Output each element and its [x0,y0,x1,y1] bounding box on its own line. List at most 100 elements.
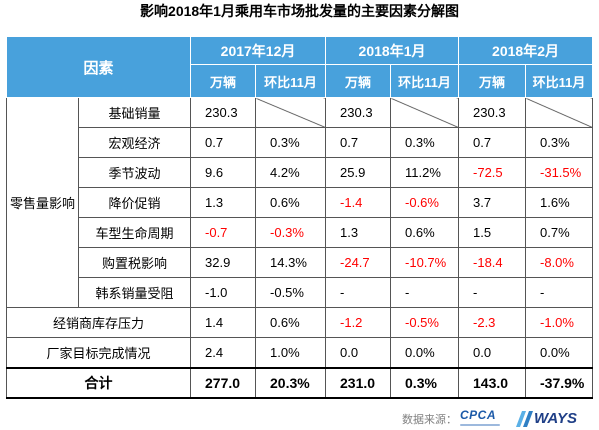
mom-change-cell: - [525,277,594,308]
mom-change-cell: 0.0% [525,337,594,368]
mom-change-cell: 0.3% [390,127,460,158]
volume-cell: 3.7 [458,187,527,218]
volume-cell: - [325,277,392,308]
volume-cell: 231.0 [325,366,392,399]
mom-change-cell: 0.3% [390,366,460,399]
factor-table: 因素 2017年12月 2018年1月 2018年2月 万辆 环比11月 万辆 … [5,36,594,399]
mom-change-cell: - [390,277,460,308]
mom-change-cell: 0.3% [525,127,594,158]
volume-cell: 1.3 [190,187,257,218]
mom-change-cell: -0.5% [255,277,327,308]
factor-cell: 厂家目标完成情况 [5,337,192,368]
table-body: 零售量影响 基础销量 230.3 230.3 230.3 宏观经济 0.7 0.3% 0.7 0.… [5,97,594,399]
mom-change-cell: 14.3% [255,247,327,278]
table-row: 购置税影响 32.9 14.3% -24.7 -10.7% -18.4 -8.0% [7,247,594,278]
ways-logo-text: WAYS [534,410,578,427]
header-row-periods: 因素 2017年12月 2018年1月 2018年2月 [5,36,594,98]
table-row: 韩系销量受阻 -1.0 -0.5% - - - - [7,277,594,308]
subheader-mom-change: 环比11月 [255,64,327,98]
factor-cell: 季节波动 [77,157,192,188]
volume-cell: 230.3 [458,97,527,128]
period-header: 2018年1月 [325,36,460,65]
factor-cell: 购置税影响 [77,247,192,278]
subheader-mom-change: 环比11月 [525,64,594,98]
volume-cell: 1.5 [458,217,527,248]
subheader-mom-change: 环比11月 [390,64,460,98]
footer: 数据来源： CPCA WAYS [0,406,599,430]
mom-change-cell: -0.5% [390,307,460,338]
volume-cell: 9.6 [190,157,257,188]
table-row: 零售量影响 基础销量 230.3 230.3 230.3 [6,97,594,308]
total-label: 合计 [5,366,192,399]
empty-cell [255,97,327,128]
mom-change-cell: -1.0% [525,307,594,338]
mom-change-cell: 1.6% [525,187,594,218]
volume-cell: 277.0 [190,366,257,399]
volume-cell: -18.4 [458,247,527,278]
factor-cell: 降价促销 [77,187,192,218]
mom-change-cell: -31.5% [525,157,594,188]
factor-cell: 车型生命周期 [77,217,192,248]
subheader-volume: 万辆 [458,64,527,98]
volume-cell: 1.4 [190,307,257,338]
subheader-volume: 万辆 [325,64,392,98]
cpca-logo: CPCA [460,408,500,428]
mom-change-cell: -0.3% [255,217,327,248]
volume-cell: -1.4 [325,187,392,218]
data-source-label: 数据来源： [402,414,457,426]
table-row: 季节波动 9.6 4.2% 25.9 11.2% -72.5 -31.5% [7,157,594,188]
volume-cell: 0.7 [325,127,392,158]
volume-cell: 230.3 [190,97,257,128]
empty-cell [390,97,460,128]
empty-cell [525,97,594,128]
mom-change-cell: 0.7% [525,217,594,248]
ways-logo: WAYS [516,410,577,428]
total-row: 合计 277.0 20.3% 231.0 0.3% 143.0 -37.9% [5,366,594,399]
mom-change-cell: 0.0% [390,337,460,368]
table-row: 厂家目标完成情况 2.4 1.0% 0.0 0.0% 0.0 0.0% [5,337,594,368]
volume-cell: - [458,277,527,308]
volume-cell: 25.9 [325,157,392,188]
header-row-columns: 万辆 环比11月 万辆 环比11月 万辆 环比11月 [7,64,594,98]
period-header: 2018年2月 [458,36,594,65]
cpca-logo-underline [460,424,500,426]
volume-cell: -2.3 [458,307,527,338]
volume-cell: 2.4 [190,337,257,368]
header-factor: 因素 [5,36,192,98]
volume-cell: -72.5 [458,157,527,188]
mom-change-cell: 20.3% [255,366,327,399]
volume-cell: -1.2 [325,307,392,338]
factor-cell: 韩系销量受阻 [77,277,192,308]
mom-change-cell: 0.6% [390,217,460,248]
table-row: 经销商库存压力 1.4 0.6% -1.2 -0.5% -2.3 -1.0% [5,307,594,338]
mom-change-cell: 0.6% [255,307,327,338]
mom-change-cell: 4.2% [255,157,327,188]
mom-change-cell: 11.2% [390,157,460,188]
mom-change-cell: 1.0% [255,337,327,368]
mom-change-cell: -10.7% [390,247,460,278]
volume-cell: 0.7 [190,127,257,158]
volume-cell: 32.9 [190,247,257,278]
table-row: 宏观经济 0.7 0.3% 0.7 0.3% 0.7 0.3% [7,127,594,158]
period-header: 2017年12月 [190,36,327,65]
volume-cell: 0.7 [458,127,527,158]
chart-title: 影响2018年1月乘用车市场批发量的主要因素分解图 [140,3,459,19]
volume-cell: -1.0 [190,277,257,308]
volume-cell: -0.7 [190,217,257,248]
subheader-volume: 万辆 [190,64,257,98]
table-row: 降价促销 1.3 0.6% -1.4 -0.6% 3.7 1.6% [7,187,594,218]
factor-cell: 宏观经济 [77,127,192,158]
factor-cell: 经销商库存压力 [5,307,192,338]
mom-change-cell: 0.6% [255,187,327,218]
mom-change-cell: -0.6% [390,187,460,218]
group-cell: 零售量影响 [6,97,79,308]
mom-change-cell: 0.3% [255,127,327,158]
volume-cell: 0.0 [458,337,527,368]
volume-cell: 230.3 [325,97,392,128]
volume-cell: 1.3 [325,217,392,248]
volume-cell: -24.7 [325,247,392,278]
volume-cell: 0.0 [325,337,392,368]
table-header: 因素 2017年12月 2018年1月 2018年2月 万辆 环比11月 万辆 … [5,36,594,98]
mom-change-cell: -37.9% [525,366,594,399]
